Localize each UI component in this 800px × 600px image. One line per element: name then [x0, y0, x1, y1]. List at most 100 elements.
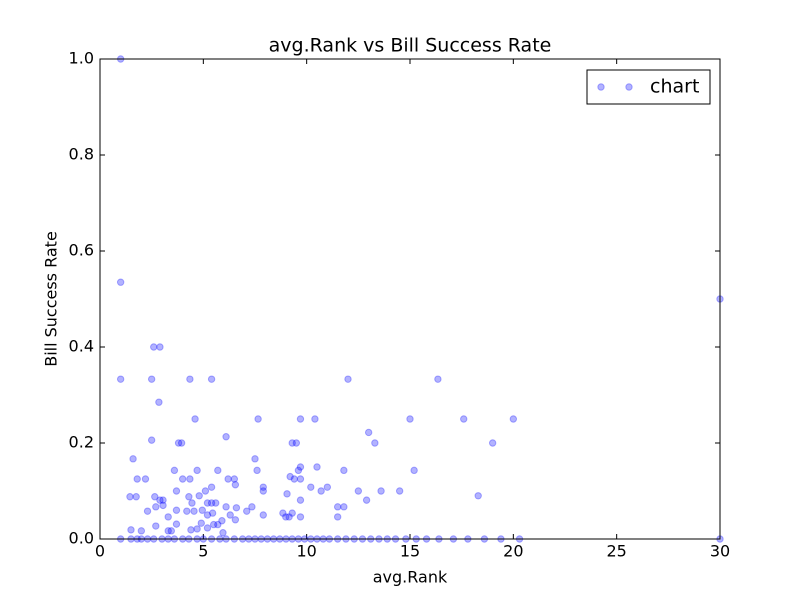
- point: [218, 517, 226, 525]
- point: [340, 503, 348, 511]
- point: [259, 511, 267, 519]
- point: [333, 503, 342, 511]
- point: [207, 499, 216, 507]
- point: [174, 439, 183, 447]
- point: [132, 493, 140, 501]
- point: [207, 375, 216, 383]
- point: [151, 493, 159, 501]
- legend-marker: [597, 83, 605, 91]
- point: [141, 475, 150, 483]
- point: [127, 526, 135, 534]
- point: [203, 499, 212, 507]
- y-axis-label: Bill Success Rate: [42, 231, 61, 367]
- point: [313, 463, 321, 471]
- point: [288, 439, 296, 447]
- point: [193, 525, 201, 533]
- point: [172, 487, 181, 495]
- point: [226, 511, 234, 519]
- legend-marker: [625, 83, 633, 91]
- point: [231, 481, 240, 489]
- point: [488, 439, 497, 447]
- y-tick-label: 0.0: [69, 529, 94, 548]
- x-tick-label: 10: [296, 542, 316, 561]
- point: [183, 507, 191, 515]
- plot-frame: [99, 58, 721, 540]
- point: [172, 520, 181, 528]
- point: [116, 278, 125, 286]
- point: [251, 455, 259, 463]
- x-tick-label: 20: [503, 542, 523, 561]
- legend-label: chart: [650, 76, 699, 98]
- point: [344, 375, 352, 383]
- point: [214, 520, 222, 529]
- point: [354, 487, 363, 495]
- point: [285, 513, 293, 521]
- point: [191, 415, 199, 423]
- y-tick-label: 0.8: [69, 145, 94, 164]
- point: [147, 436, 156, 444]
- point: [231, 516, 240, 524]
- point: [259, 483, 267, 491]
- point: [156, 496, 164, 504]
- point: [296, 415, 305, 423]
- point: [259, 487, 267, 495]
- point: [460, 415, 468, 423]
- point: [152, 503, 160, 511]
- x-tick-label: 15: [400, 542, 420, 561]
- point: [377, 487, 385, 495]
- point: [434, 375, 442, 383]
- point: [307, 483, 315, 491]
- legend-box: [586, 69, 711, 105]
- point: [156, 343, 164, 351]
- point: [219, 529, 227, 537]
- point: [406, 415, 414, 423]
- point: [126, 493, 134, 501]
- point: [282, 513, 290, 521]
- point: [137, 527, 146, 535]
- point: [214, 466, 222, 475]
- point: [410, 466, 418, 475]
- point: [190, 507, 198, 515]
- point: [224, 475, 232, 483]
- point: [296, 475, 305, 483]
- point: [193, 466, 201, 475]
- point: [203, 511, 212, 519]
- point: [129, 455, 137, 463]
- point: [230, 475, 239, 483]
- point: [222, 503, 230, 511]
- point: [203, 524, 212, 532]
- x-tick-label: 25: [606, 542, 626, 561]
- y-tick-label: 0.2: [69, 433, 94, 452]
- y-tick-label: 0.4: [69, 337, 94, 356]
- point: [279, 509, 287, 517]
- point: [207, 483, 216, 491]
- point: [362, 496, 371, 504]
- point: [371, 439, 379, 447]
- point: [198, 506, 207, 514]
- point: [209, 520, 218, 529]
- point: [186, 475, 194, 483]
- point: [143, 507, 152, 515]
- point: [474, 492, 482, 500]
- point: [283, 490, 291, 498]
- point: [222, 433, 230, 441]
- point: [290, 475, 298, 483]
- y-tick-label: 1.0: [69, 49, 94, 68]
- point: [185, 493, 193, 501]
- point: [296, 513, 305, 521]
- point: [243, 507, 251, 515]
- point: [208, 509, 217, 517]
- point: [288, 509, 296, 517]
- point: [253, 466, 261, 475]
- point: [167, 527, 176, 535]
- point: [164, 513, 172, 521]
- point: [212, 499, 220, 507]
- point: [152, 522, 160, 530]
- point: [178, 475, 187, 483]
- point: [340, 466, 348, 475]
- point: [311, 415, 319, 423]
- point: [333, 513, 342, 521]
- point: [248, 503, 256, 511]
- chart-title: avg.Rank vs Bill Success Rate: [269, 35, 552, 57]
- point: [170, 466, 179, 475]
